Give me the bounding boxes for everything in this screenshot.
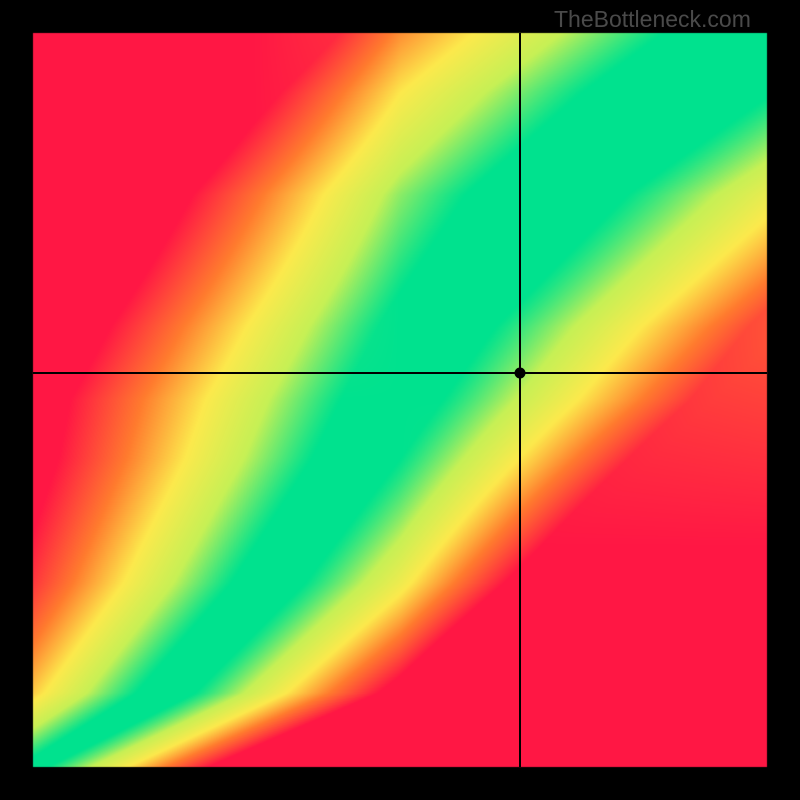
bottleneck-heatmap <box>0 0 800 800</box>
crosshair-horizontal <box>33 372 767 374</box>
crosshair-vertical <box>519 33 521 767</box>
watermark-text: TheBottleneck.com <box>554 6 751 33</box>
marker-point <box>515 367 526 378</box>
